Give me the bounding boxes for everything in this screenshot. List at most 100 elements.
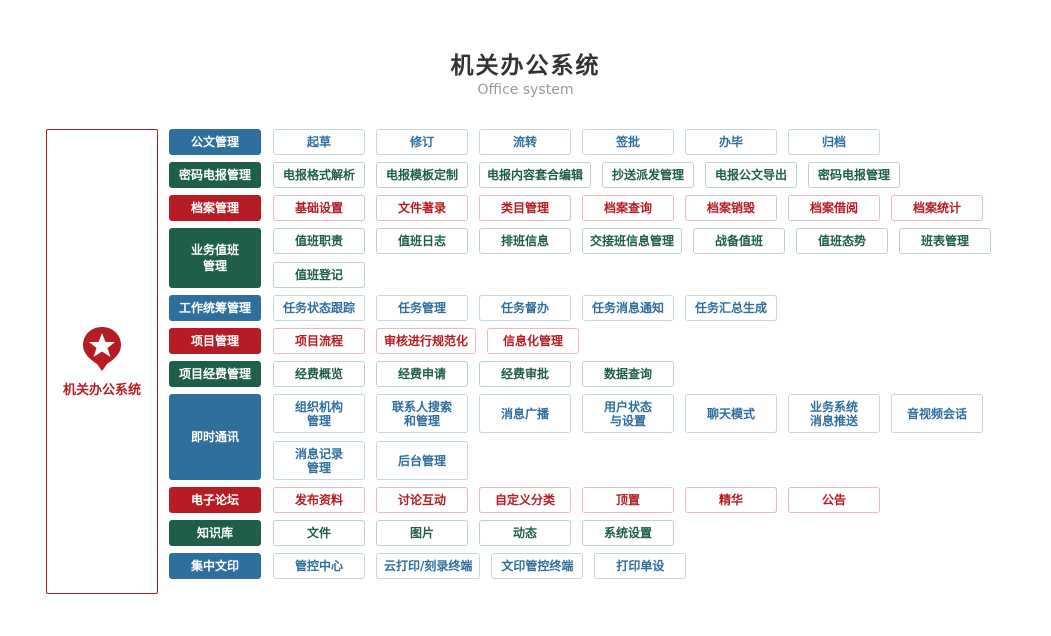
module-item-button[interactable]: 系统设置 — [582, 520, 674, 546]
module-items: 文件 图片 动态 系统设置 — [273, 520, 998, 546]
module-row: 密码电报管理 电报格式解析 电报模板定制 电报内容套合编辑 抄送派发管理 电报公文导出 密码… — [169, 162, 1009, 188]
module-item-button[interactable]: 用户状态 与设置 — [582, 394, 674, 433]
module-header[interactable]: 档案管理 — [169, 195, 261, 221]
module-items: 基础设置 文件著录 类目管理 档案查询 档案销毁 档案借阅 档案统计 — [273, 195, 998, 221]
module-item-button[interactable]: 管控中心 — [273, 553, 365, 579]
module-item-button[interactable]: 档案查询 — [582, 195, 674, 221]
module-item-button[interactable]: 抄送派发管理 — [602, 162, 695, 188]
module-header[interactable]: 集中文印 — [169, 553, 261, 579]
module-item-button[interactable]: 文件 — [273, 520, 365, 546]
module-items: 项目流程 审核进行规范化 信息化管理 — [273, 328, 998, 354]
module-items: 组织机构 管理 联系人搜索 和管理 消息广播 用户状态 与设置 聊天模式 业务系统 消息推… — [273, 394, 998, 480]
module-items: 任务状态跟踪 任务管理 任务督办 任务消息通知 任务汇总生成 — [273, 295, 998, 321]
module-item-button[interactable]: 修订 — [376, 129, 468, 155]
page-title: 机关办公系统 — [450, 53, 601, 79]
module-item-button[interactable]: 云打印/刻录终端 — [376, 553, 481, 579]
module-item-button[interactable]: 组织机构 管理 — [273, 394, 365, 433]
module-item-button[interactable]: 聊天模式 — [685, 394, 777, 433]
module-items: 发布资料 讨论互动 自定义分类 顶置 精华 公告 — [273, 487, 998, 513]
module-item-button[interactable]: 图片 — [376, 520, 468, 546]
module-header[interactable]: 项目管理 — [169, 328, 261, 354]
module-item-button[interactable]: 归档 — [788, 129, 880, 155]
module-header[interactable]: 工作统筹管理 — [169, 295, 261, 321]
module-row: 业务值班 管理 值班职责 值班日志 排班信息 交接班信息管理 战备值班 值班态势 班表管理值班… — [169, 228, 1009, 288]
module-header[interactable]: 业务值班 管理 — [169, 228, 261, 288]
module-header[interactable]: 电子论坛 — [169, 487, 261, 513]
module-item-button[interactable]: 发布资料 — [273, 487, 365, 513]
module-header[interactable]: 即时通讯 — [169, 394, 261, 480]
module-item-button[interactable]: 任务汇总生成 — [685, 295, 777, 321]
module-row: 项目经费管理 经费概览 经费申请 经费审批 数据查询 — [169, 361, 1009, 387]
module-item-button[interactable]: 班表管理 — [899, 228, 992, 254]
module-item-button[interactable]: 讨论互动 — [376, 487, 468, 513]
module-row: 即时通讯 组织机构 管理 联系人搜索 和管理 消息广播 用户状态 与设置 聊天模式 业务系统… — [169, 394, 1009, 480]
page-subtitle: Office system — [477, 82, 574, 98]
module-item-button[interactable]: 审核进行规范化 — [376, 328, 477, 354]
module-row: 集中文印 管控中心 云打印/刻录终端 文印管控终端 打印单设 — [169, 553, 1009, 579]
module-item-button[interactable]: 自定义分类 — [479, 487, 571, 513]
module-row: 档案管理 基础设置 文件著录 类目管理 档案查询 档案销毁 档案借阅 档案统计 — [169, 195, 1009, 221]
module-header[interactable]: 知识库 — [169, 520, 261, 546]
module-item-button[interactable]: 任务管理 — [376, 295, 468, 321]
module-list: 公文管理 起草 修订 流转 签批 办毕 归档 密码电报管理 电报格式解析 电报模板定制 电报内容套合… — [169, 129, 1009, 586]
module-row: 电子论坛 发布资料 讨论互动 自定义分类 顶置 精华 公告 — [169, 487, 1009, 513]
module-item-button[interactable]: 类目管理 — [479, 195, 571, 221]
module-item-button[interactable]: 数据查询 — [582, 361, 674, 387]
module-item-button[interactable]: 项目流程 — [273, 328, 365, 354]
module-item-button[interactable]: 动态 — [479, 520, 571, 546]
module-row: 工作统筹管理 任务状态跟踪 任务管理 任务督办 任务消息通知 任务汇总生成 — [169, 295, 1009, 321]
module-item-button[interactable]: 档案借阅 — [788, 195, 880, 221]
module-item-button[interactable]: 联系人搜索 和管理 — [376, 394, 468, 433]
module-header[interactable]: 项目经费管理 — [169, 361, 261, 387]
module-item-button[interactable]: 电报公文导出 — [705, 162, 798, 188]
module-item-button[interactable]: 打印单设 — [594, 553, 687, 579]
module-item-button[interactable]: 办毕 — [685, 129, 777, 155]
module-items: 经费概览 经费申请 经费审批 数据查询 — [273, 361, 998, 387]
system-label: 机关办公系统 — [62, 383, 141, 398]
module-item-button[interactable]: 任务状态跟踪 — [273, 295, 365, 321]
module-item-button[interactable]: 交接班信息管理 — [582, 228, 683, 254]
module-item-button[interactable]: 起草 — [273, 129, 365, 155]
module-item-button[interactable]: 签批 — [582, 129, 674, 155]
module-row: 公文管理 起草 修订 流转 签批 办毕 归档 — [169, 129, 1009, 155]
module-item-button[interactable]: 战备值班 — [693, 228, 786, 254]
module-item-button[interactable]: 档案统计 — [891, 195, 983, 221]
module-item-button[interactable]: 信息化管理 — [487, 328, 580, 354]
module-item-button[interactable]: 文印管控终端 — [491, 553, 584, 579]
module-item-button[interactable]: 经费概览 — [273, 361, 365, 387]
module-item-button[interactable]: 文件著录 — [376, 195, 468, 221]
module-item-button[interactable]: 经费申请 — [376, 361, 468, 387]
module-items: 电报格式解析 电报模板定制 电报内容套合编辑 抄送派发管理 电报公文导出 密码电报管理 — [273, 162, 998, 188]
module-header[interactable]: 公文管理 — [169, 129, 261, 155]
system-panel: 机关办公系统 — [46, 129, 158, 594]
module-items: 起草 修订 流转 签批 办毕 归档 — [273, 129, 998, 155]
module-item-button[interactable]: 值班日志 — [376, 228, 468, 254]
module-item-button[interactable]: 公告 — [788, 487, 880, 513]
module-item-button[interactable]: 电报格式解析 — [273, 162, 365, 188]
module-row: 项目管理 项目流程 审核进行规范化 信息化管理 — [169, 328, 1009, 354]
module-item-button[interactable]: 值班职责 — [273, 228, 365, 254]
module-item-button[interactable]: 流转 — [479, 129, 571, 155]
module-item-button[interactable]: 任务消息通知 — [582, 295, 674, 321]
module-item-button[interactable]: 业务系统 消息推送 — [788, 394, 880, 433]
module-item-button[interactable]: 档案销毁 — [685, 195, 777, 221]
module-items: 管控中心 云打印/刻录终端 文印管控终端 打印单设 — [273, 553, 998, 579]
module-item-button[interactable]: 排班信息 — [479, 228, 571, 254]
module-item-button[interactable]: 基础设置 — [273, 195, 365, 221]
module-row: 知识库 文件 图片 动态 系统设置 — [169, 520, 1009, 546]
module-item-button[interactable]: 值班态势 — [796, 228, 889, 254]
module-header[interactable]: 密码电报管理 — [169, 162, 261, 188]
module-item-button[interactable]: 消息广播 — [479, 394, 571, 433]
module-item-button[interactable]: 顶置 — [582, 487, 674, 513]
module-item-button[interactable]: 经费审批 — [479, 361, 571, 387]
module-item-button[interactable]: 电报模板定制 — [376, 162, 468, 188]
module-item-button[interactable]: 消息记录 管理 — [273, 441, 365, 480]
module-item-button[interactable]: 后台管理 — [376, 441, 468, 480]
module-item-button[interactable]: 精华 — [685, 487, 777, 513]
module-item-button[interactable]: 值班登记 — [273, 262, 365, 288]
module-item-button[interactable]: 电报内容套合编辑 — [479, 162, 592, 188]
module-item-button[interactable]: 音视频会话 — [891, 394, 983, 433]
module-item-button[interactable]: 任务督办 — [479, 295, 571, 321]
star-pin-icon — [83, 327, 121, 371]
module-item-button[interactable]: 密码电报管理 — [808, 162, 901, 188]
